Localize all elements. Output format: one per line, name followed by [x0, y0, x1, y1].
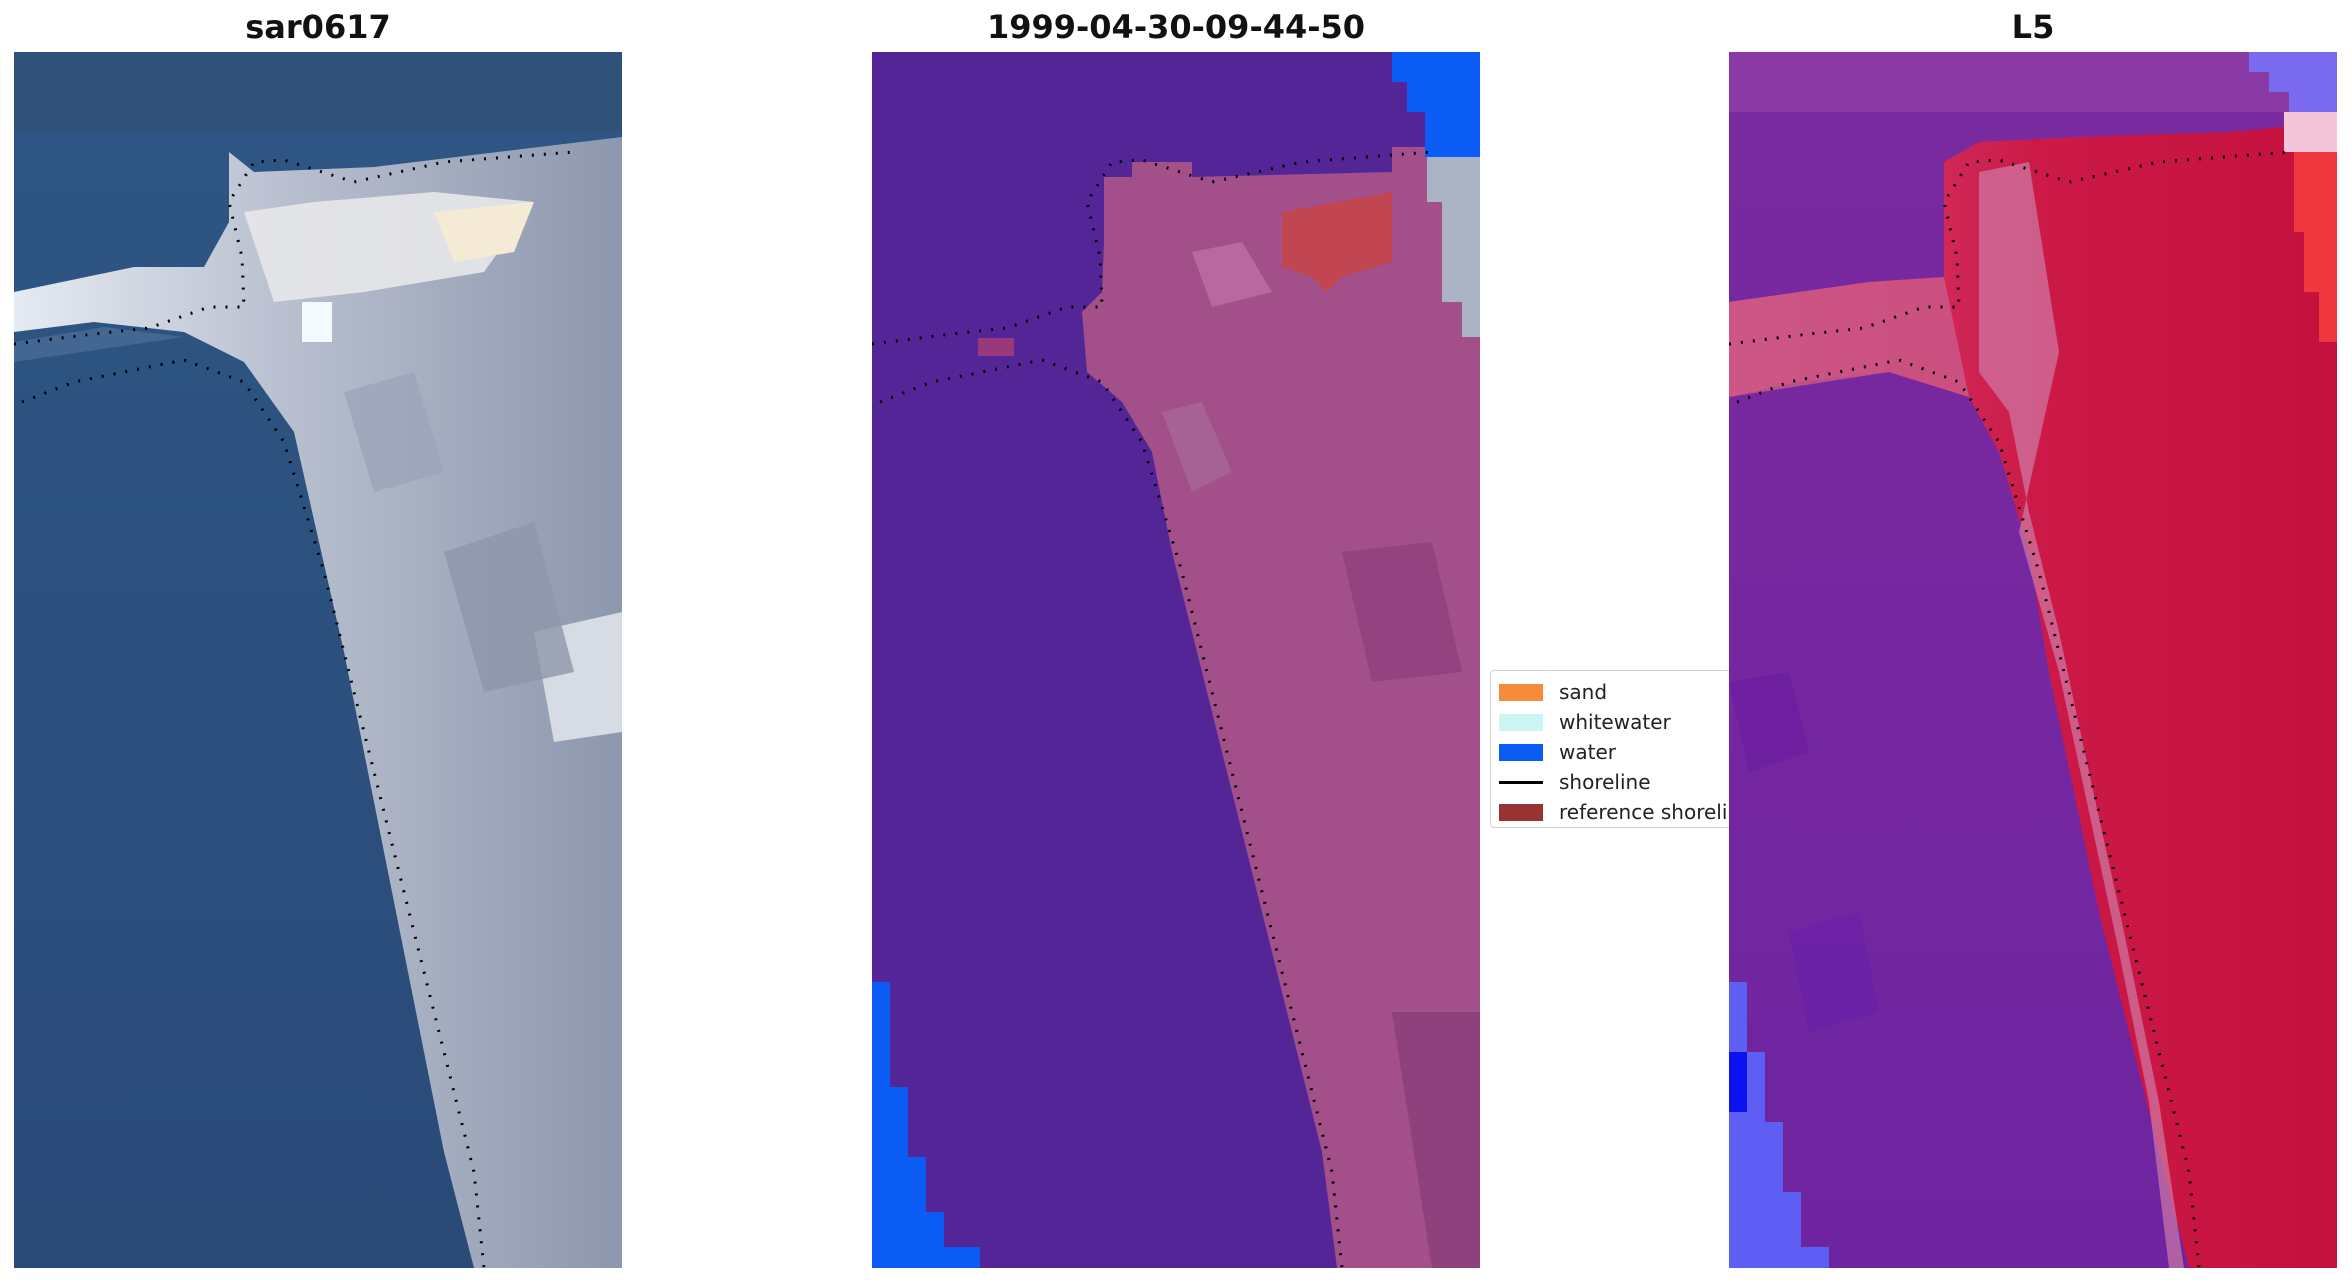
rgb-image — [14, 52, 622, 1268]
legend: sand whitewater water shoreline referenc… — [1490, 670, 1729, 828]
legend-line-shoreline — [1499, 780, 1543, 784]
legend-swatch-water — [1499, 743, 1543, 761]
legend-label: sand — [1559, 680, 1608, 704]
panel-title-rgb: sar0617 — [245, 8, 391, 46]
index-image — [1729, 52, 2337, 1268]
panel-title-index: L5 — [2011, 8, 2055, 46]
classified-image-panel — [872, 52, 1480, 1268]
legend-item-reference-shoreline: reference shoreline — [1499, 797, 1729, 827]
legend-item-whitewater: whitewater — [1499, 707, 1729, 737]
index-image-panel — [1729, 52, 2337, 1268]
legend-label: reference shoreline — [1559, 800, 1729, 824]
legend-swatch-reference-shoreline — [1499, 803, 1543, 821]
legend-item-sand: sand — [1499, 677, 1729, 707]
legend-item-water: water — [1499, 737, 1729, 767]
legend-swatch-whitewater — [1499, 713, 1543, 731]
rgb-image-panel — [14, 52, 622, 1268]
legend-item-shoreline: shoreline — [1499, 767, 1729, 797]
legend-swatch-sand — [1499, 683, 1543, 701]
legend-label: shoreline — [1559, 770, 1651, 794]
classified-image — [872, 52, 1480, 1268]
panel-title-classified: 1999-04-30-09-44-50 — [986, 8, 1366, 46]
legend-label: whitewater — [1559, 710, 1671, 734]
legend-label: water — [1559, 740, 1616, 764]
